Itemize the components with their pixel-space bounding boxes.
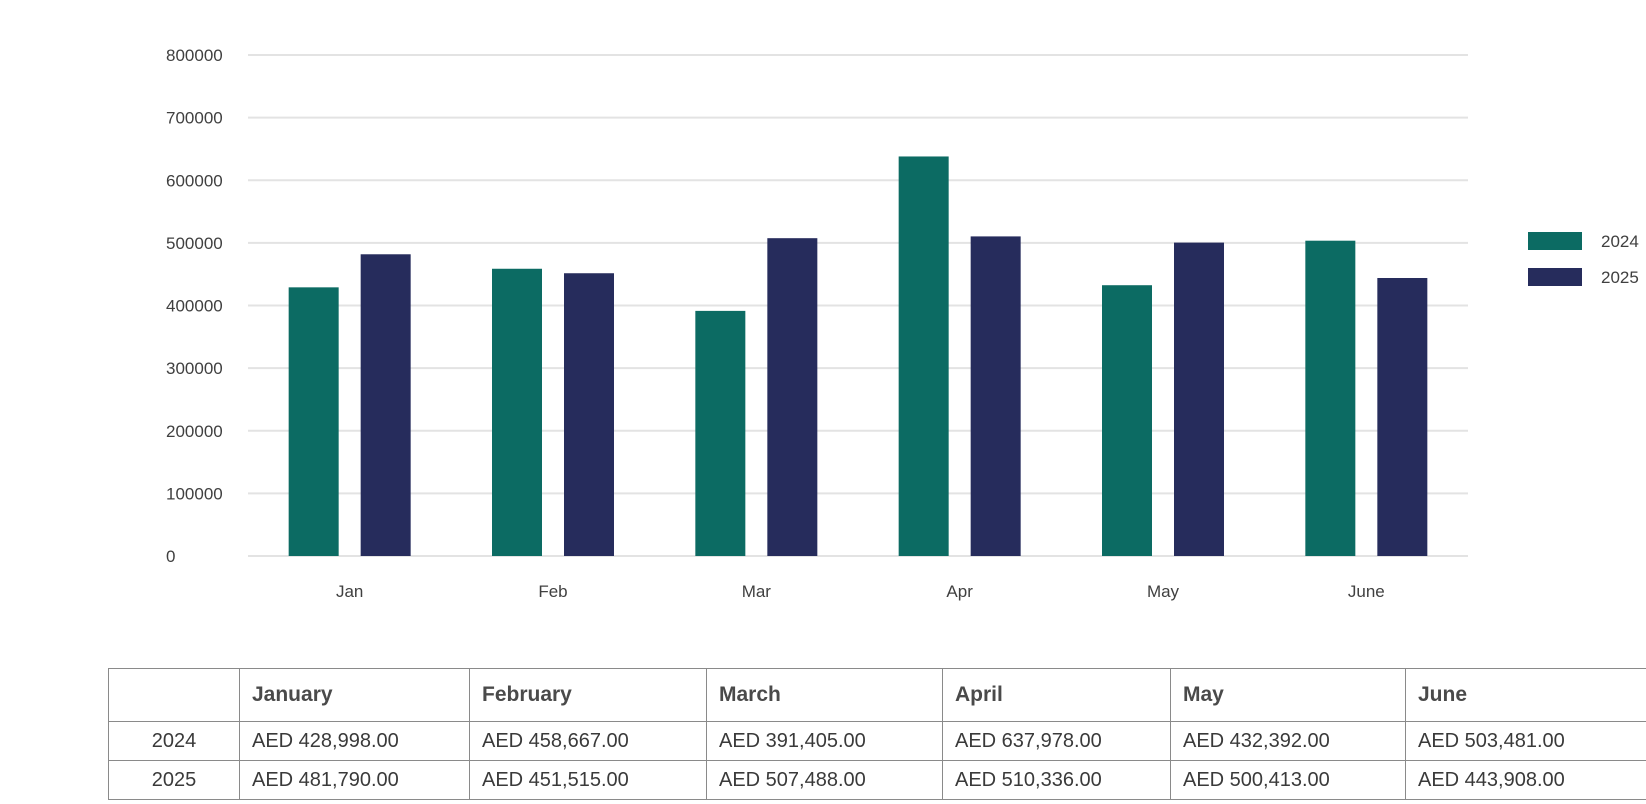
legend-label: 2024 xyxy=(1601,232,1639,251)
table-header-cell: April xyxy=(942,668,1171,722)
table-header-cell xyxy=(108,668,240,722)
table-header-cell: January xyxy=(239,668,470,722)
table-header-cell: February xyxy=(469,668,707,722)
y-tick-label: 200000 xyxy=(166,422,223,441)
table-header-cell: June xyxy=(1405,668,1646,722)
x-tick-label: Mar xyxy=(742,582,772,601)
bar-2024-mar xyxy=(695,310,746,556)
bar-2025-apr xyxy=(970,236,1021,556)
bar-2024-jan xyxy=(288,287,339,556)
legend-swatch-2024 xyxy=(1528,232,1582,250)
table-row: 2025 AED 481,790.00 AED 451,515.00 AED 5… xyxy=(108,760,1646,800)
table-cell: AED 432,392.00 xyxy=(1170,721,1406,761)
bar-2025-june xyxy=(1377,278,1428,556)
table-cell: AED 510,336.00 xyxy=(942,760,1171,800)
table-header-cell: March xyxy=(706,668,943,722)
table-cell: AED 481,790.00 xyxy=(239,760,470,800)
bar-2024-feb xyxy=(492,268,542,556)
table-cell: AED 443,908.00 xyxy=(1405,760,1646,800)
bar-2024-may xyxy=(1102,285,1152,556)
legend-label: 2025 xyxy=(1601,268,1639,287)
table-row: 2024 AED 428,998.00 AED 458,667.00 AED 3… xyxy=(108,721,1646,761)
y-tick-label: 400000 xyxy=(166,297,223,316)
table-cell: AED 507,488.00 xyxy=(706,760,943,800)
table-cell: AED 391,405.00 xyxy=(706,721,943,761)
y-tick-label: 100000 xyxy=(166,484,223,503)
bar-2025-mar xyxy=(767,238,818,556)
x-axis-categories: Jan Feb Mar Apr May June xyxy=(336,582,1385,601)
x-tick-label: Feb xyxy=(538,582,567,601)
data-table: January February March April May June 20… xyxy=(108,668,1646,800)
y-tick-label: 600000 xyxy=(166,171,223,190)
bar-2025-may xyxy=(1174,242,1224,556)
table-header-row: January February March April May June xyxy=(108,668,1646,722)
bars xyxy=(288,156,1428,557)
table-cell: AED 428,998.00 xyxy=(239,721,470,761)
y-tick-label: 800000 xyxy=(166,46,223,65)
table-cell: AED 637,978.00 xyxy=(942,721,1171,761)
bar-chart: 0 100000 200000 300000 400000 500000 600000 700… xyxy=(166,46,1639,601)
row-label: 2024 xyxy=(108,721,240,761)
y-tick-label: 500000 xyxy=(166,234,223,253)
bar-2025-feb xyxy=(564,273,614,556)
y-tick-label: 300000 xyxy=(166,359,223,378)
legend: 2024 2025 xyxy=(1528,232,1639,287)
x-tick-label: Apr xyxy=(946,582,973,601)
table-cell: AED 500,413.00 xyxy=(1170,760,1406,800)
y-tick-label: 700000 xyxy=(166,109,223,128)
y-axis-ticks: 0 100000 200000 300000 400000 500000 600000 700… xyxy=(166,46,223,566)
bar-2025-jan xyxy=(360,254,411,557)
bar-2024-apr xyxy=(898,156,949,556)
table-cell: AED 451,515.00 xyxy=(469,760,707,800)
y-tick-label: 0 xyxy=(166,547,175,566)
bar-2024-june xyxy=(1305,240,1356,557)
x-tick-label: June xyxy=(1348,582,1385,601)
gridlines xyxy=(248,54,1468,557)
x-tick-label: May xyxy=(1147,582,1180,601)
row-label: 2025 xyxy=(108,760,240,800)
table-header-cell: May xyxy=(1170,668,1406,722)
x-tick-label: Jan xyxy=(336,582,363,601)
legend-swatch-2025 xyxy=(1528,268,1582,286)
table-cell: AED 458,667.00 xyxy=(469,721,707,761)
table-cell: AED 503,481.00 xyxy=(1405,721,1646,761)
